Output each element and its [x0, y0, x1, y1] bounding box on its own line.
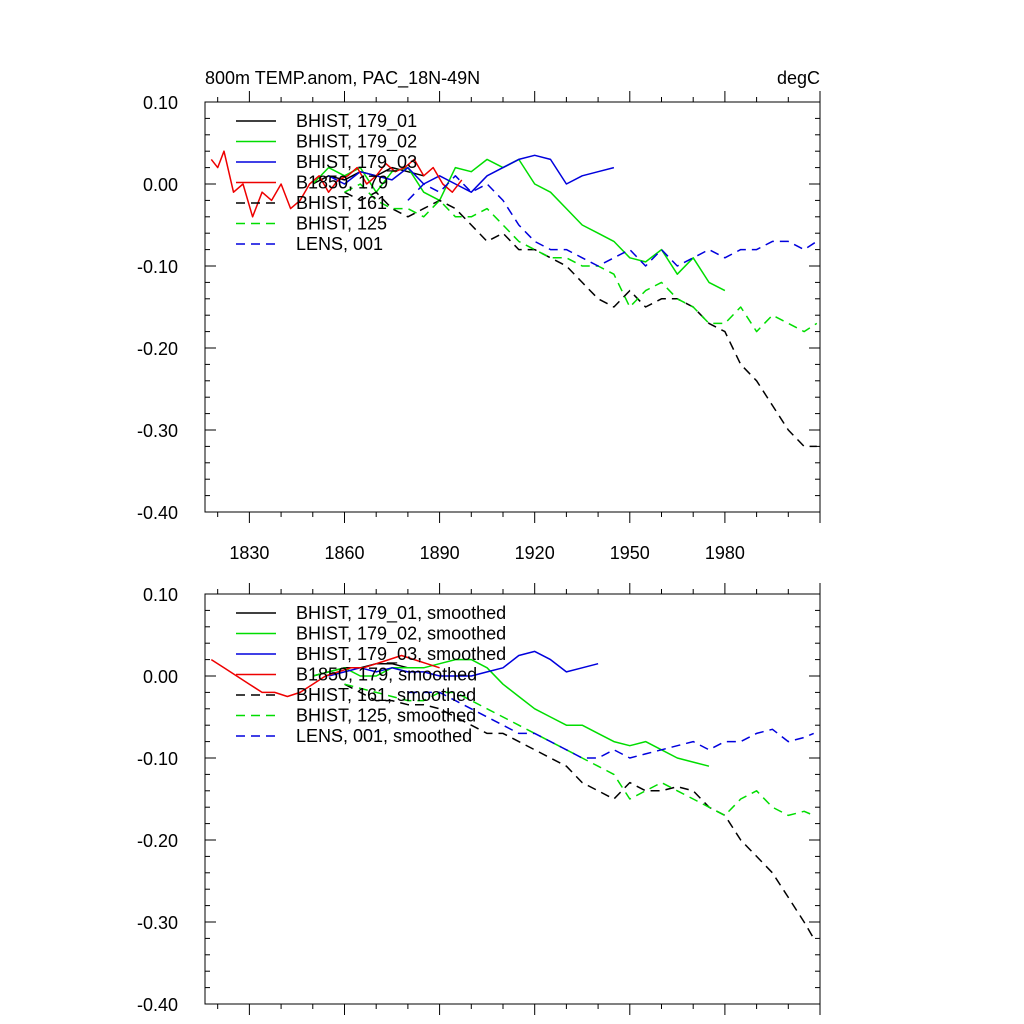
series-line: [344, 191, 817, 448]
chart-title: 800m TEMP.anom, PAC_18N-49N: [205, 68, 480, 89]
series-line: [344, 183, 818, 333]
x-tick-label: 1890: [420, 543, 460, 563]
y-tick-label: 0.00: [143, 667, 178, 687]
series-line: [328, 650, 599, 677]
series-line: [312, 658, 710, 767]
legend-label: BHIST, 161: [296, 193, 387, 213]
plot-frame: [204, 101, 821, 513]
legend-label: BHIST, 179_01: [296, 111, 417, 132]
legend-label: BHIST, 125, smoothed: [296, 706, 476, 726]
legend-label: B1850, 179: [296, 173, 388, 193]
legend-label: BHIST, 179_03, smoothed: [296, 644, 506, 665]
y-tick-label: 0.10: [143, 585, 178, 605]
x-tick-label: 1980: [705, 543, 745, 563]
top-panel: 0.10 0.00 -0.10 -0.20 -0.30 -0.40 1830 1860 1890…: [137, 91, 821, 563]
y-tick-label: -0.10: [137, 257, 178, 277]
y-tick-label: 0.10: [143, 93, 178, 113]
y-tick-label: -0.40: [137, 995, 178, 1015]
legend-label: LENS, 001: [296, 234, 383, 254]
series-line: [344, 683, 814, 817]
y-tick-label: -0.30: [137, 421, 178, 441]
legend-label: BHIST, 179_03: [296, 152, 417, 173]
legend-label: B1850, 179, smoothed: [296, 665, 477, 685]
y-tick-label: 0.00: [143, 175, 178, 195]
series-line: [407, 175, 818, 267]
legend-label: BHIST, 125: [296, 214, 387, 234]
legend-label: BHIST, 161, smoothed: [296, 685, 476, 705]
y-tick-label: -0.40: [137, 503, 178, 523]
x-tick-label: 1950: [610, 543, 650, 563]
y-tick-label: -0.20: [137, 831, 178, 851]
series-line: [210, 654, 440, 698]
units-label: degC: [777, 68, 820, 88]
y-tick-label: -0.20: [137, 339, 178, 359]
legend-label: BHIST, 179_02: [296, 132, 417, 153]
legend-label: BHIST, 179_01, smoothed: [296, 603, 506, 624]
legend-label: BHIST, 179_02, smoothed: [296, 624, 506, 645]
legend-label: LENS, 001, smoothed: [296, 726, 472, 746]
y-tick-label: -0.30: [137, 913, 178, 933]
x-tick-label: 1860: [324, 543, 364, 563]
bottom-panel: 0.10 0.00 -0.10 -0.20 -0.30 -0.40 BHIST, 179_0…: [137, 583, 821, 1015]
plot-frame: [204, 593, 821, 1005]
y-tick-label: -0.10: [137, 749, 178, 769]
x-tick-label: 1830: [229, 543, 269, 563]
series-line: [344, 683, 815, 939]
series-line: [210, 150, 463, 218]
x-tick-label: 1920: [515, 543, 555, 563]
